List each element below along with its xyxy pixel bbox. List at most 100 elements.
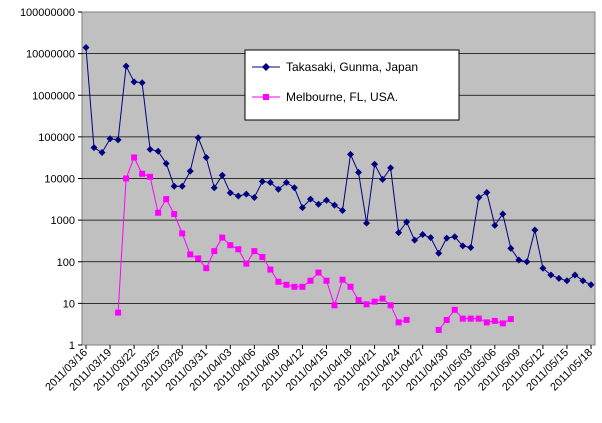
data-point	[379, 295, 386, 302]
y-tick-label: 100	[57, 257, 75, 269]
data-point	[130, 78, 138, 86]
data-point	[403, 218, 411, 226]
data-point	[227, 242, 234, 249]
data-point	[202, 153, 210, 161]
data-point	[299, 283, 306, 290]
data-point	[491, 317, 498, 324]
data-point	[211, 248, 218, 255]
data-point	[331, 302, 338, 309]
data-point	[171, 211, 178, 218]
data-point	[203, 265, 210, 272]
data-point	[459, 315, 466, 322]
x-axis-tick-labels: 2011/03/162011/03/192011/03/222011/03/25…	[43, 345, 595, 393]
data-point	[235, 246, 242, 253]
data-point	[475, 315, 482, 322]
data-point	[339, 276, 346, 283]
data-point	[459, 242, 467, 250]
data-point	[138, 79, 146, 87]
data-point	[195, 255, 202, 262]
y-tick-label: 1000	[51, 215, 75, 227]
data-point	[314, 200, 322, 208]
data-point	[523, 258, 531, 266]
legend-box	[244, 49, 460, 121]
legend-label-takasaki: Takasaki, Gunma, Japan	[286, 60, 418, 74]
data-point	[435, 326, 442, 333]
y-axis-tick-labels: 1 10 100 1000 10000 100000 1000000 10000000 1000…	[20, 7, 75, 352]
y-tick-label: 1000000	[32, 90, 75, 102]
data-point	[451, 233, 459, 241]
data-point	[162, 159, 170, 167]
data-point	[187, 251, 194, 258]
data-point	[475, 193, 483, 201]
data-point	[419, 231, 427, 239]
data-point	[106, 135, 114, 143]
data-point	[234, 192, 242, 200]
data-point	[347, 283, 354, 290]
legend-marker-melbourne	[263, 94, 269, 100]
data-point	[355, 297, 362, 304]
grid-lines	[78, 11, 595, 346]
data-point	[411, 236, 419, 244]
data-point	[242, 190, 250, 198]
data-point	[371, 160, 379, 168]
data-point	[243, 260, 250, 267]
data-point	[218, 171, 226, 179]
data-point	[307, 277, 314, 284]
data-point	[98, 149, 106, 157]
data-point	[547, 271, 555, 279]
data-point	[467, 315, 474, 322]
data-point	[290, 184, 298, 192]
data-point	[531, 226, 539, 234]
data-point	[186, 167, 194, 175]
y-tick-label: 10000	[44, 174, 75, 186]
data-point	[515, 256, 523, 264]
data-point	[178, 182, 186, 190]
data-point	[298, 204, 306, 212]
data-point	[339, 207, 347, 215]
data-point	[499, 320, 506, 327]
data-point	[122, 62, 130, 70]
data-point	[555, 274, 563, 282]
data-point	[226, 189, 234, 197]
data-point	[387, 164, 395, 172]
data-point	[155, 209, 162, 216]
data-point	[443, 316, 450, 323]
data-point	[258, 177, 266, 185]
data-point	[210, 184, 218, 192]
data-point	[387, 302, 394, 309]
data-point	[147, 173, 154, 180]
legend-label-melbourne: Melbourne, FL, USA.	[286, 90, 398, 104]
data-point	[266, 179, 274, 187]
data-point	[579, 277, 587, 285]
data-point	[539, 264, 547, 272]
data-point	[139, 170, 146, 177]
data-point	[395, 319, 402, 326]
legend-marker-takasaki	[262, 63, 270, 71]
data-point	[371, 298, 378, 305]
y-tick-label: 1	[69, 340, 75, 352]
data-point	[467, 243, 475, 251]
data-point	[323, 277, 330, 284]
data-point	[90, 144, 98, 152]
series-takasaki	[82, 44, 595, 289]
data-point	[306, 195, 314, 203]
series-melbourne	[115, 154, 514, 333]
data-point	[146, 145, 154, 153]
data-point	[219, 234, 226, 241]
data-point	[571, 271, 579, 279]
data-point	[170, 182, 178, 190]
data-point	[451, 306, 458, 313]
data-point	[82, 44, 90, 52]
data-point	[282, 179, 290, 187]
data-point	[163, 196, 170, 203]
data-point	[291, 283, 298, 290]
data-point	[283, 281, 290, 288]
data-point	[114, 136, 122, 144]
data-point	[251, 248, 258, 255]
data-point	[154, 147, 162, 155]
series-line	[438, 309, 512, 331]
y-tick-label: 10000000	[26, 49, 75, 61]
y-tick-label: 100000000	[20, 7, 75, 19]
data-point	[250, 193, 258, 201]
data-point	[483, 319, 490, 326]
